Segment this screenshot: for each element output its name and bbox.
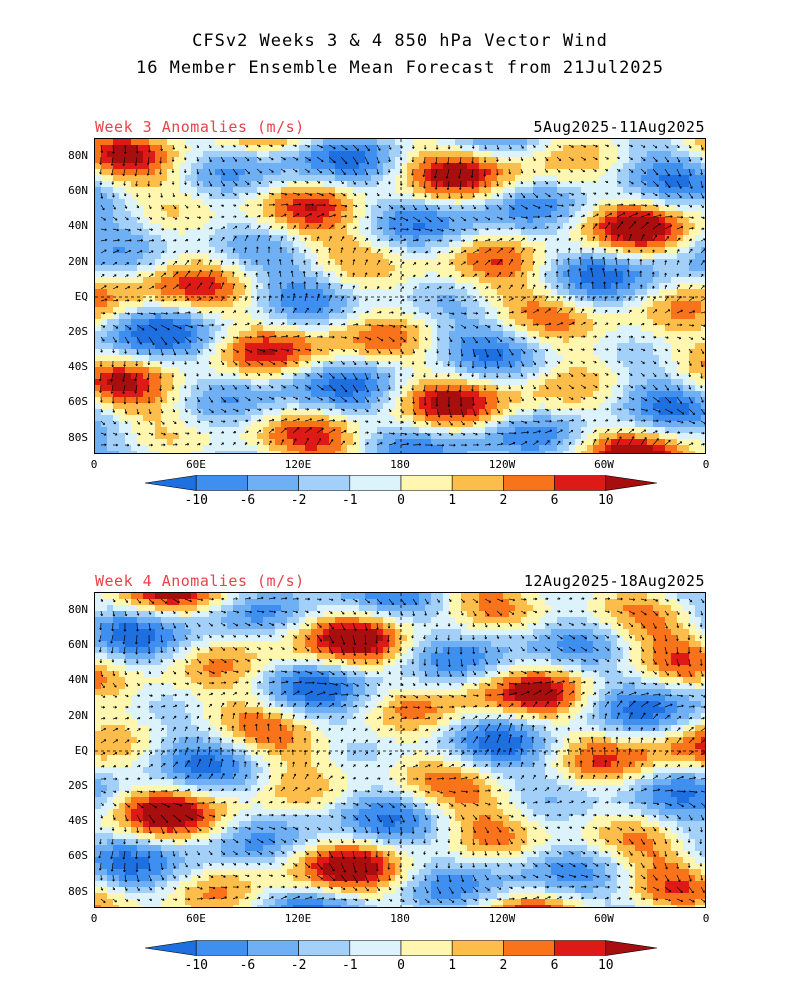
week4-wind-map [94, 592, 706, 908]
colorbar-swatch [503, 940, 555, 956]
colorbar-level-label: 10 [597, 958, 614, 973]
colorbar-level-label: 0 [397, 493, 405, 508]
colorbar-swatch [451, 940, 504, 956]
colorbar-swatch [247, 940, 299, 956]
colorbar-swatch [145, 940, 197, 956]
lon-tick-label: 180 [390, 912, 410, 925]
lon-tick-label: 0 [90, 912, 98, 925]
colorbar-level-label: -10 [184, 958, 208, 973]
colorbar-swatch [247, 475, 299, 491]
colorbar-level-label: 6 [550, 493, 559, 508]
colorbar-level-label: -2 [290, 493, 307, 508]
lat-tick-label: 60S [68, 849, 88, 863]
colorbar-swatch [195, 940, 248, 956]
week3-date-range: 5Aug2025-11Aug2025 [533, 118, 705, 136]
lon-tick-label: 0 [702, 458, 710, 471]
colorbar-swatch [298, 475, 351, 491]
lon-tick-label: 120W [488, 458, 516, 471]
colorbar-swatch [554, 940, 607, 956]
colorbar-level-label: 0 [397, 958, 405, 973]
colorbar-swatch [503, 475, 555, 491]
lat-tick-label: 80S [68, 884, 88, 898]
wind-vectors [98, 144, 705, 447]
lon-tick-label: 60E [186, 912, 206, 925]
lat-tick-label: 80N [68, 149, 88, 162]
lat-tick-label: 40S [68, 360, 88, 374]
colorbar-swatch [349, 475, 402, 491]
lat-tick-label: 20S [68, 779, 88, 792]
lat-tick-label: 40N [68, 219, 88, 233]
lon-tick-label: 180 [390, 458, 410, 471]
week3-wind-map [94, 138, 706, 454]
colorbar-swatch [400, 475, 453, 491]
week4-wind-map-canvas [95, 593, 705, 907]
lat-tick-label: EQ [74, 743, 88, 757]
colorbar-level-label: 2 [499, 493, 508, 508]
lat-tick-label: EQ [74, 289, 88, 303]
colorbar-level-label: -2 [290, 958, 307, 973]
colorbar-swatch [554, 475, 607, 491]
lon-tick-label: 60W [594, 458, 614, 471]
colorbar-level-label: -6 [239, 958, 256, 973]
lon-tick-label: 60W [594, 912, 614, 925]
lat-tick-label: 80S [68, 430, 88, 444]
lon-tick-label: 120W [488, 912, 516, 925]
colorbar-level-label: 1 [448, 493, 457, 508]
colorbar-swatch [451, 475, 504, 491]
colorbar-swatch [298, 940, 351, 956]
lat-tick-label: 40N [68, 673, 88, 687]
lat-tick-label: 20S [68, 325, 88, 338]
colorbar-level-label: -1 [341, 958, 358, 973]
wind-vectors [98, 596, 705, 904]
colorbar-level-label: 1 [448, 958, 457, 973]
colorbar-level-label: 10 [597, 493, 614, 508]
lon-tick-label: 0 [90, 458, 98, 471]
colorbar-swatch [195, 475, 248, 491]
lon-tick-label: 0 [702, 912, 710, 925]
title-line-2: 16 Member Ensemble Mean Forecast from 21… [135, 58, 665, 78]
week3-panel-title: Week 3 Anomalies (m/s) [95, 118, 305, 136]
lat-tick-label: 40S [68, 814, 88, 828]
colorbar-swatch [605, 940, 657, 956]
lat-tick-label: 60S [68, 395, 88, 409]
lat-tick-label: 20N [68, 708, 88, 722]
colorbar-level-label: -1 [341, 493, 358, 508]
colorbar-swatch [349, 940, 402, 956]
lat-tick-label: 60N [68, 638, 88, 652]
title-line-1: CFSv2 Weeks 3 & 4 850 hPa Vector Wind [192, 31, 608, 51]
lat-tick-label: 80N [68, 603, 88, 616]
lon-tick-label: 60E [186, 458, 206, 471]
week3-colorbar [145, 475, 657, 491]
colorbar-level-label: 6 [550, 958, 559, 973]
colorbar-level-label: 2 [499, 958, 508, 973]
week3-wind-map-canvas [95, 139, 705, 453]
week4-panel-title: Week 4 Anomalies (m/s) [95, 572, 305, 590]
colorbar-level-label: -10 [184, 493, 208, 508]
lat-tick-label: 60N [68, 184, 88, 198]
colorbar-swatch [605, 475, 657, 491]
colorbar-level-label: -6 [239, 493, 256, 508]
week4-date-range: 12Aug2025-18Aug2025 [523, 572, 705, 590]
colorbar-swatch [145, 475, 197, 491]
lat-tick-label: 20N [68, 254, 88, 268]
lon-tick-label: 120E [284, 458, 312, 471]
colorbar-swatch [400, 940, 453, 956]
lon-tick-label: 120E [284, 912, 312, 925]
week4-colorbar [145, 940, 657, 956]
